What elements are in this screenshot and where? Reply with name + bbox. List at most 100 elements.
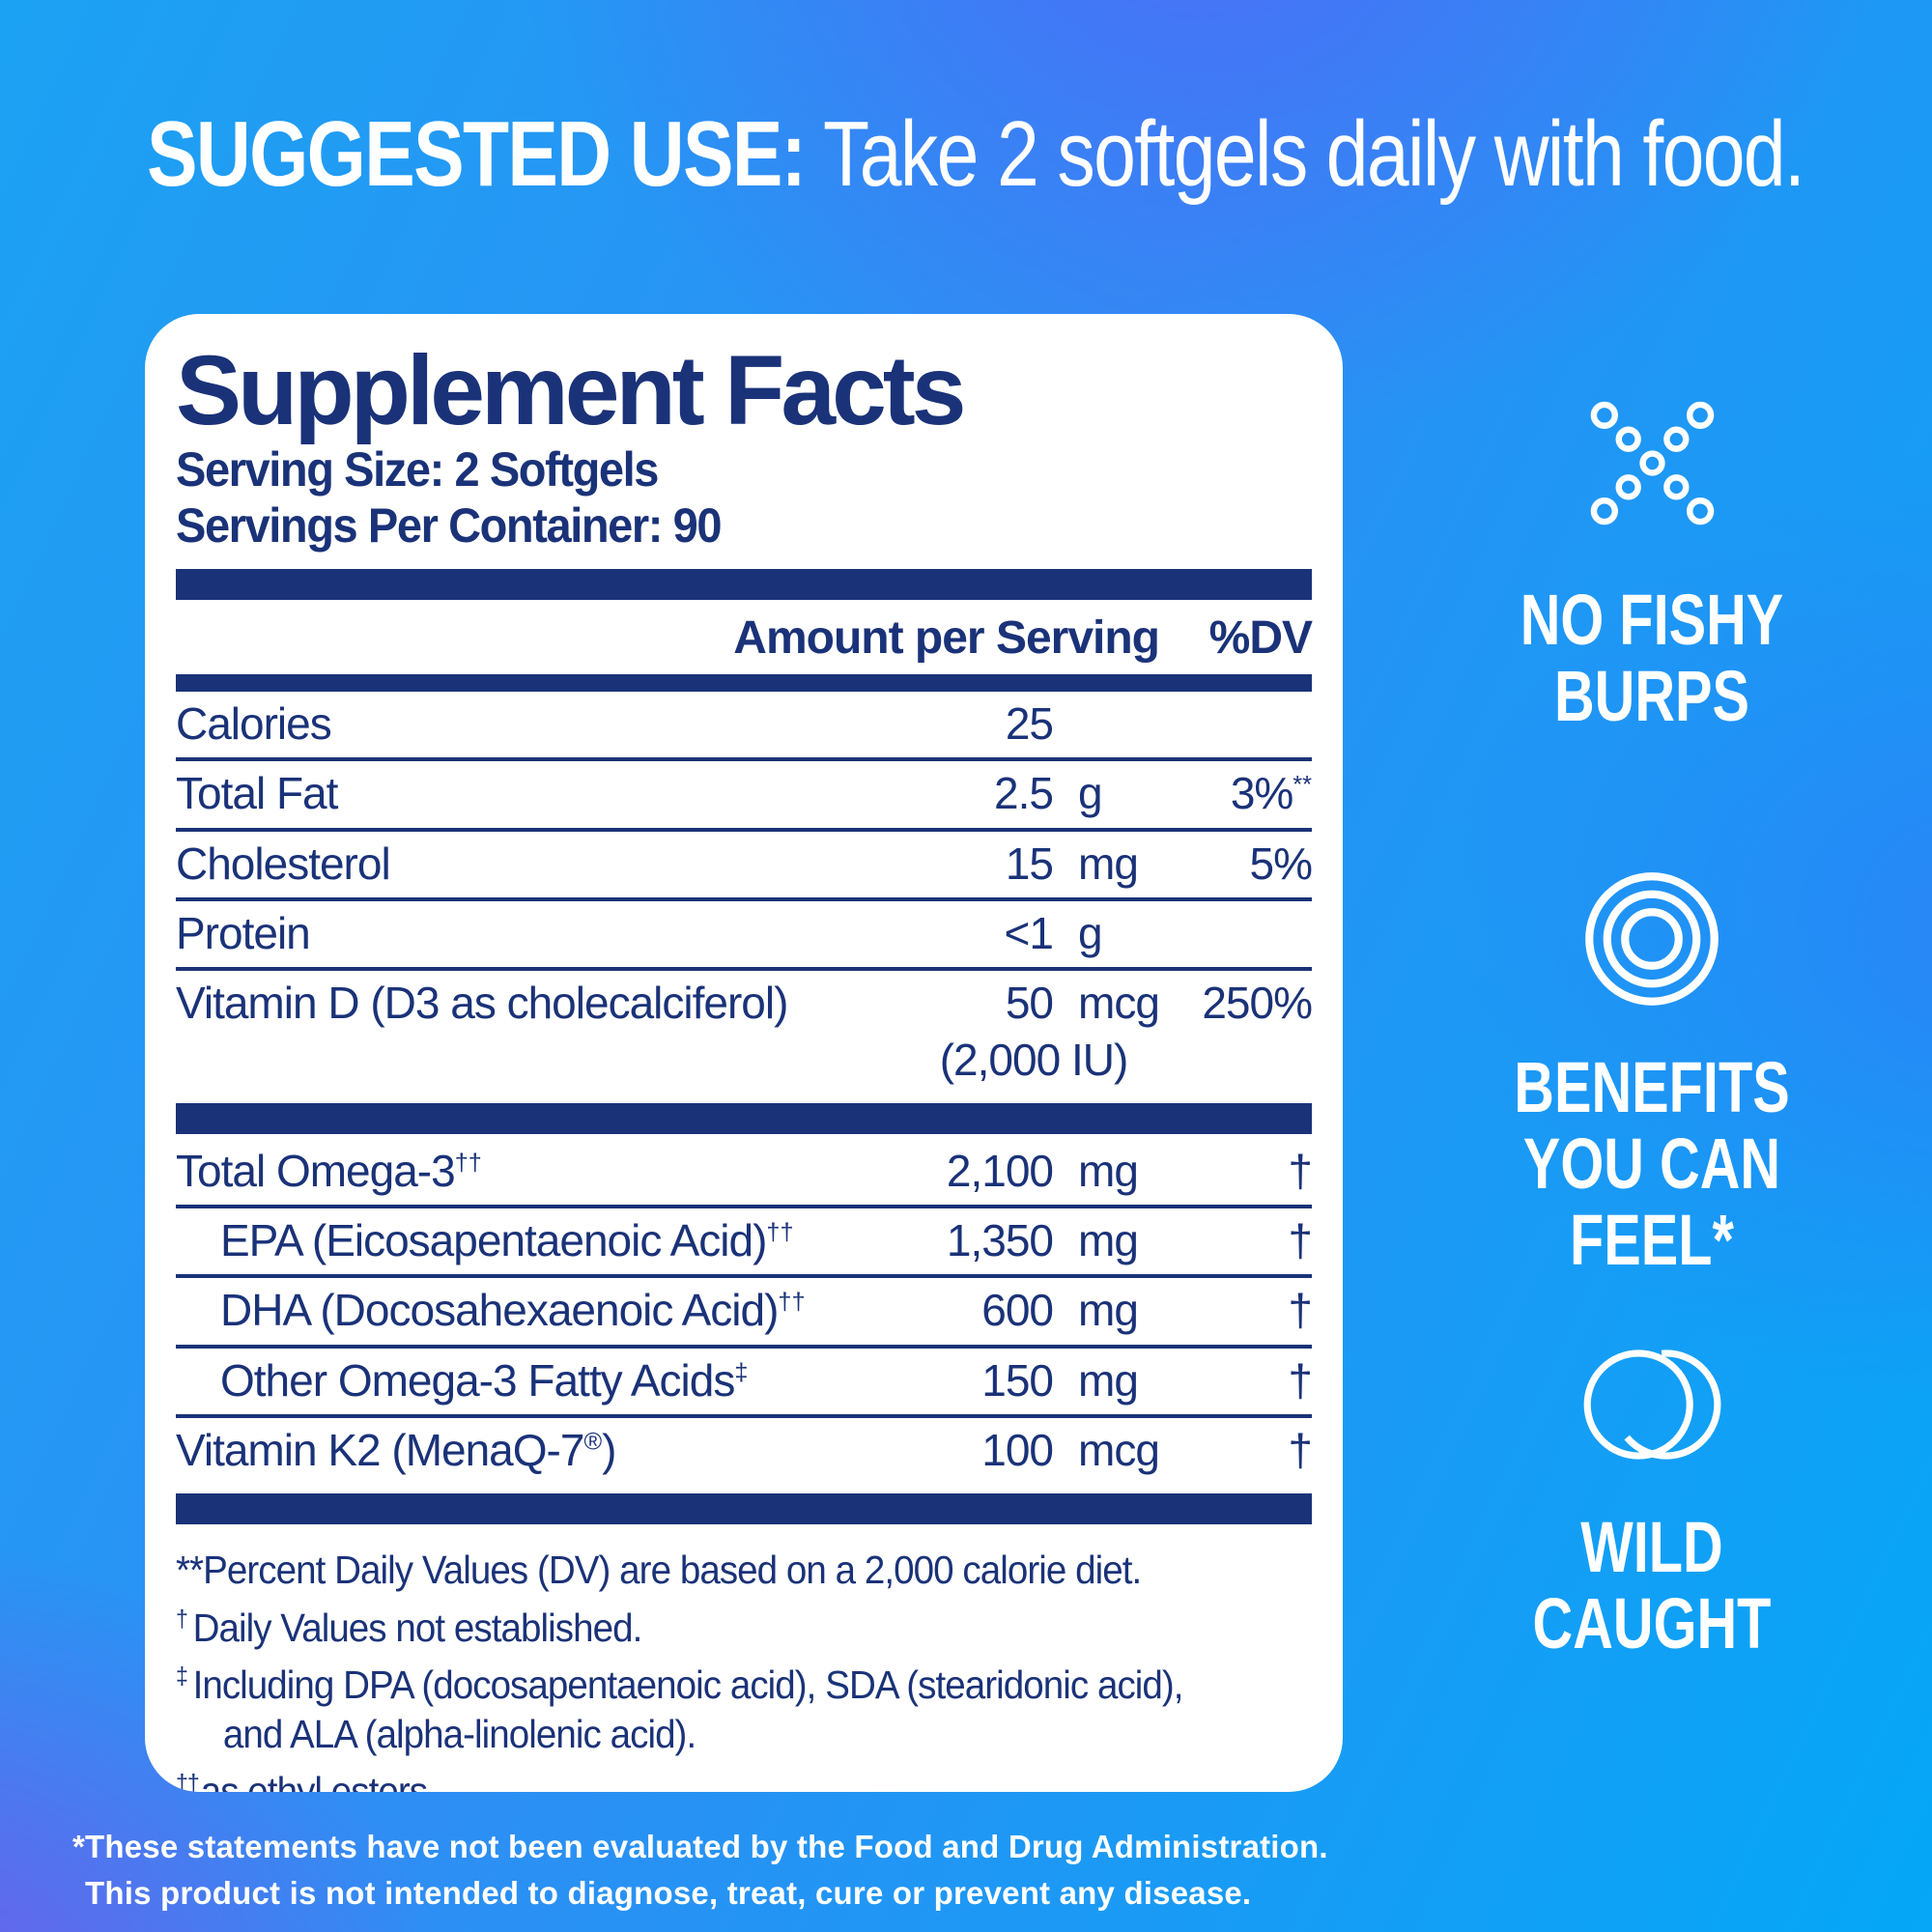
nutrient-dv: † bbox=[1288, 1425, 1313, 1476]
nutrient-unit: mg bbox=[1078, 1354, 1139, 1406]
bubbles-x-icon bbox=[1391, 398, 1913, 528]
divider-thick bbox=[176, 1102, 1312, 1134]
registered-trademark-symbol: ® bbox=[583, 1428, 603, 1456]
nutrient-dv: † bbox=[1288, 1145, 1313, 1196]
nutrient-name: DHA (Docosahexaenoic Acid) bbox=[220, 1285, 779, 1336]
feature-title-no-fishy-burps: NO FISHY BURPS bbox=[1448, 580, 1855, 737]
nutrient-unit: mg bbox=[1078, 1215, 1139, 1266]
table-row: DHA (Docosahexaenoic Acid)†† 600 mg † bbox=[176, 1278, 1313, 1344]
table-row: Vitamin D (D3 as cholecalciferol) 50 mcg… bbox=[176, 971, 1313, 1094]
row-divider bbox=[176, 896, 1312, 901]
nutrient-name-close: ) bbox=[602, 1425, 616, 1476]
footnote-marker: † bbox=[176, 1605, 188, 1633]
nutrient-amount: 15 bbox=[1005, 838, 1054, 889]
footnote: **Percent Daily Values (DV) are based on… bbox=[176, 1546, 1243, 1595]
nutrient-name: Calories bbox=[176, 698, 332, 750]
disclaimer-line: *These statements have not been evaluate… bbox=[72, 1829, 1328, 1864]
nutrient-amount: 2,100 bbox=[946, 1145, 1054, 1196]
nutrient-amount: 50 bbox=[1005, 978, 1054, 1029]
divider-thick bbox=[176, 1493, 1312, 1525]
name-footnote-marker: †† bbox=[454, 1149, 482, 1177]
nutrient-amount-note: (2,000 IU) bbox=[939, 1034, 1129, 1085]
row-divider bbox=[176, 967, 1312, 972]
nutrient-name: Protein bbox=[176, 907, 311, 958]
nutrient-name: Total Omega-3 bbox=[176, 1145, 456, 1196]
nutrient-amount: 25 bbox=[1005, 698, 1054, 750]
footnotes: **Percent Daily Values (DV) are based on… bbox=[176, 1546, 1243, 1792]
table-header-row: Amount per Serving %DV bbox=[176, 600, 1313, 674]
supplement-facts-panel: Supplement Facts Serving Size: 2 Softgel… bbox=[145, 314, 1343, 1792]
nutrient-name: Total Fat bbox=[176, 768, 338, 819]
feature-line: WILD bbox=[1580, 1507, 1723, 1587]
feature-line: CAUGHT bbox=[1532, 1583, 1772, 1664]
nutrient-unit: mcg bbox=[1078, 1425, 1160, 1476]
table-row: Total Fat 2.5 g 3%** bbox=[176, 761, 1312, 827]
table-row: Calories 25 bbox=[176, 692, 1312, 757]
overlapping-circles-icon bbox=[1391, 1343, 1913, 1466]
nutrient-unit: mg bbox=[1078, 1145, 1139, 1196]
feature-line: BURPS bbox=[1553, 656, 1750, 737]
divider-medium bbox=[176, 674, 1312, 693]
dv-footnote-marker: ** bbox=[1293, 772, 1312, 800]
nutrient-amount: <1 bbox=[1004, 907, 1054, 958]
footnote-marker: †† bbox=[176, 1770, 200, 1792]
feature-line: BENEFITS bbox=[1514, 1047, 1790, 1127]
table-row: Vitamin K2 (MenaQ-7®) 100 mcg † bbox=[176, 1418, 1313, 1484]
footnote: † Daily Values not established. bbox=[176, 1604, 1243, 1653]
footnote-text: Including DPA (docosapentaenoic acid), S… bbox=[192, 1662, 1184, 1707]
suggested-use-text: Take 2 softgels daily with food. bbox=[805, 102, 1805, 206]
nutrient-unit: mg bbox=[1078, 1285, 1139, 1336]
feature-line: NO FISHY bbox=[1520, 580, 1784, 660]
nutrient-amount: 100 bbox=[981, 1425, 1054, 1476]
nutrient-amount: 2.5 bbox=[994, 768, 1054, 819]
nutrient-unit: mcg bbox=[1078, 978, 1160, 1029]
footnote-text: and ALA (alpha-linolenic acid). bbox=[222, 1712, 696, 1757]
footnote-text: **Percent Daily Values (DV) are based on… bbox=[176, 1548, 1142, 1593]
servings-per-container: Servings Per Container: 90 bbox=[176, 498, 723, 554]
name-footnote-marker: †† bbox=[778, 1289, 806, 1317]
nutrient-dv: † bbox=[1288, 1285, 1313, 1336]
concentric-rings-icon bbox=[1391, 867, 1913, 1010]
feature-title-wild-caught: WILD CAUGHT bbox=[1448, 1509, 1855, 1662]
serving-size: Serving Size: 2 Softgels bbox=[176, 442, 659, 497]
nutrient-dv: 3% bbox=[1230, 768, 1293, 819]
nutrient-name: Vitamin K2 (MenaQ-7 bbox=[176, 1425, 584, 1476]
footnote-text: as ethyl esters. bbox=[200, 1769, 438, 1792]
nutrient-amount: 1,350 bbox=[946, 1215, 1054, 1266]
feature-line: YOU CAN FEEL* bbox=[1522, 1123, 1781, 1281]
table-row: Protein <1 g bbox=[176, 901, 1312, 967]
name-footnote-marker: ‡ bbox=[734, 1358, 749, 1386]
fda-disclaimer: *These statements have not been evaluate… bbox=[72, 1824, 1328, 1917]
table-row: EPA (Eicosapentaenoic Acid)†† 1,350 mg † bbox=[176, 1208, 1313, 1274]
column-header-amount: Amount per Serving bbox=[733, 612, 1160, 665]
nutrient-name: Vitamin D (D3 as cholecalciferol) bbox=[176, 978, 788, 1029]
nutrient-dv: 250% bbox=[1202, 978, 1313, 1029]
nutrient-unit: g bbox=[1078, 907, 1103, 958]
footnote: ††as ethyl esters. bbox=[176, 1767, 1243, 1792]
row-divider bbox=[176, 1205, 1312, 1209]
divider-thick bbox=[176, 569, 1312, 601]
nutrient-amount: 600 bbox=[981, 1285, 1054, 1336]
footnote: ‡ Including DPA (docosapentaenoic acid), … bbox=[176, 1661, 1243, 1760]
footnote-text: Daily Values not established. bbox=[192, 1605, 643, 1650]
panel-title: Supplement Facts bbox=[176, 335, 967, 445]
nutrient-name: EPA (Eicosapentaenoic Acid) bbox=[220, 1215, 767, 1266]
feature-column: NO FISHY BURPS BENEFITS YOU CAN FEEL* WI… bbox=[1391, 0, 1913, 1932]
nutrient-unit: g bbox=[1078, 768, 1103, 819]
nutrient-amount: 150 bbox=[981, 1354, 1054, 1406]
table-row: Total Omega-3†† 2,100 mg † bbox=[176, 1134, 1313, 1205]
footnote-marker: ‡ bbox=[176, 1663, 188, 1690]
feature-title-benefits-you-can-feel: BENEFITS YOU CAN FEEL* bbox=[1448, 1049, 1855, 1279]
column-header-dv: %DV bbox=[1208, 612, 1313, 665]
suggested-use-headline: SUGGESTED USE: Take 2 softgels daily wit… bbox=[147, 95, 1805, 215]
suggested-use-label: SUGGESTED USE: bbox=[147, 102, 807, 206]
nutrient-dv: † bbox=[1288, 1215, 1313, 1266]
row-divider bbox=[176, 1414, 1312, 1419]
row-divider bbox=[176, 757, 1312, 762]
nutrient-unit: mg bbox=[1078, 838, 1139, 889]
table-row: Cholesterol 15 mg 5% bbox=[176, 832, 1313, 897]
nutrient-name: Other Omega-3 Fatty Acids bbox=[220, 1354, 735, 1406]
nutrient-dv: † bbox=[1288, 1354, 1313, 1406]
table-row: Other Omega-3 Fatty Acids‡ 150 mg † bbox=[176, 1349, 1313, 1414]
row-divider bbox=[176, 1344, 1312, 1349]
